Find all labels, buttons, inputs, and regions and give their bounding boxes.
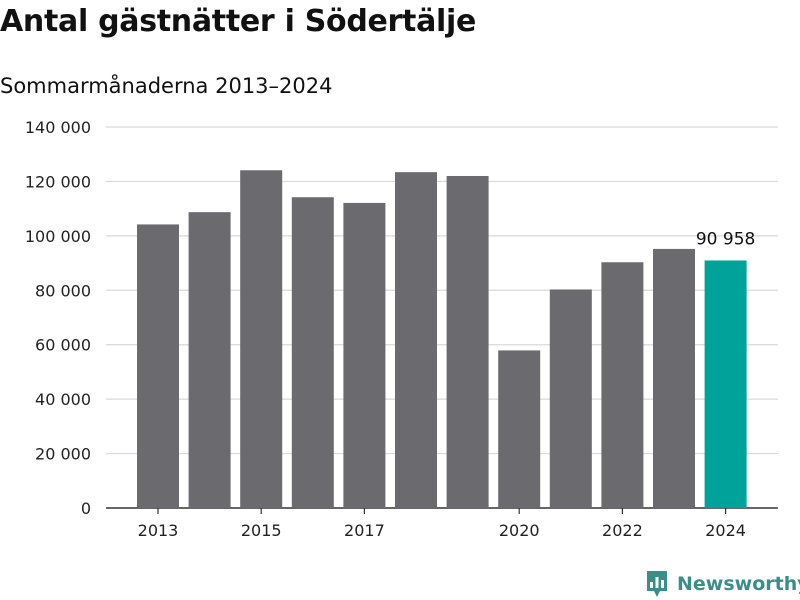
y-axis-ticks: 0 20 000 40 000 60 000 80 000 100 000 120 000 1… bbox=[25, 118, 91, 518]
bar-2017 bbox=[343, 202, 386, 508]
x-tick-label: 2013 bbox=[138, 521, 179, 540]
bars bbox=[137, 170, 747, 509]
bar-2014 bbox=[188, 212, 231, 508]
y-tick-label: 80 000 bbox=[35, 281, 91, 300]
data-labels: 90 958 bbox=[696, 229, 755, 249]
x-tick-label: 2022 bbox=[602, 521, 643, 540]
y-tick-label: 40 000 bbox=[35, 390, 91, 409]
bar-2019 bbox=[446, 175, 489, 508]
y-tick-label: 120 000 bbox=[25, 172, 91, 191]
bar-2016 bbox=[291, 197, 334, 508]
chart-title: Antal gästnätter i Södertälje bbox=[0, 4, 477, 39]
bar-2015 bbox=[240, 170, 283, 508]
bar-2020 bbox=[498, 350, 541, 508]
newsworthy-brand: Newsworthy bbox=[645, 569, 800, 599]
data-label-highlight: 90 958 bbox=[696, 229, 755, 249]
bar-2024 bbox=[704, 260, 747, 508]
y-tick-label: 100 000 bbox=[25, 227, 91, 246]
x-tick-label: 2020 bbox=[499, 521, 540, 540]
y-tick-label: 60 000 bbox=[35, 336, 91, 355]
bar-2021 bbox=[549, 289, 592, 508]
x-tick-label: 2024 bbox=[705, 521, 746, 540]
x-tick-label: 2015 bbox=[241, 521, 282, 540]
x-tick-label: 2017 bbox=[344, 521, 385, 540]
y-tick-label: 140 000 bbox=[25, 118, 91, 137]
chart-subtitle: Sommarmånaderna 2013–2024 bbox=[0, 74, 333, 98]
bar-2013 bbox=[137, 224, 179, 509]
bar-2023 bbox=[653, 248, 695, 509]
y-tick-label: 20 000 bbox=[35, 445, 91, 464]
y-tick-label: 0 bbox=[81, 499, 91, 518]
bar-2022 bbox=[601, 262, 644, 508]
newsworthy-logo-icon bbox=[647, 571, 667, 597]
bar-2018 bbox=[395, 172, 437, 508]
brand-name: Newsworthy bbox=[677, 573, 800, 595]
x-axis-ticks: 2013 2015 2017 2020 2022 2024 bbox=[138, 508, 746, 540]
